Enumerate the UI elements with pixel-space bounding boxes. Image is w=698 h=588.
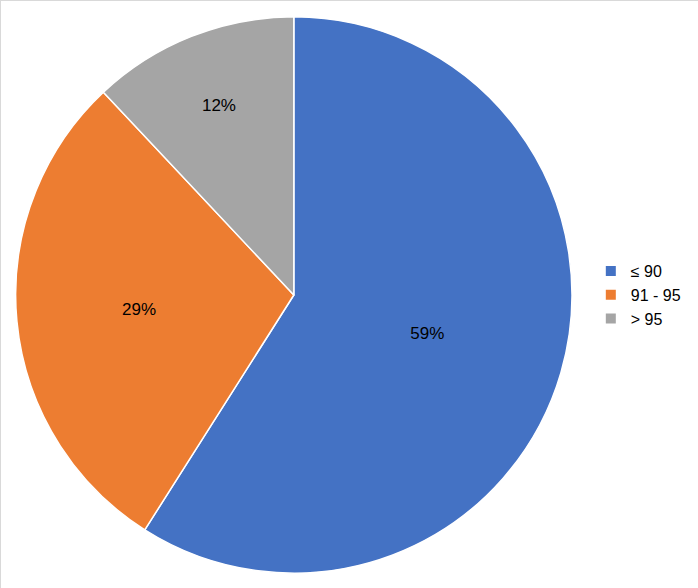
svg-text:59%: 59% — [410, 324, 444, 343]
svg-text:> 95: > 95 — [631, 311, 663, 328]
svg-text:91 - 95: 91 - 95 — [631, 287, 681, 304]
svg-text:12%: 12% — [202, 96, 236, 115]
svg-text:≤ 90: ≤ 90 — [631, 263, 662, 280]
svg-text:29%: 29% — [122, 300, 156, 319]
